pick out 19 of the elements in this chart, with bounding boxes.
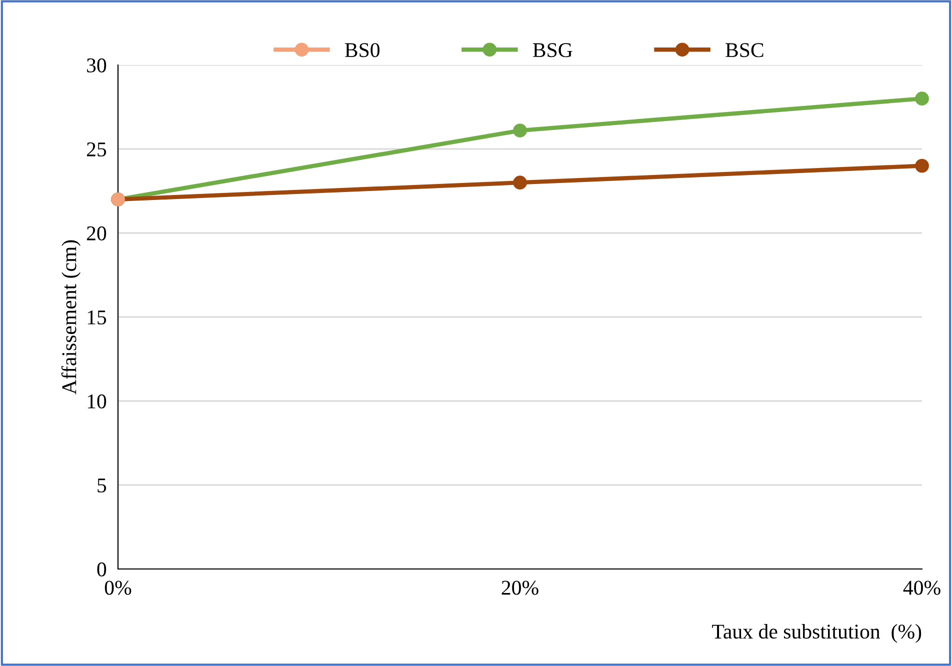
x-tick-label: 20% [502,580,538,595]
point [513,176,527,190]
y-tick-label: 30 [87,58,106,72]
x-tick-label: 0% [104,580,132,595]
y-tick-label: 20 [86,226,106,240]
x-axis-title: Taux de substitution (%) [712,624,922,643]
point [513,124,527,138]
y-tick-label: 10 [88,394,106,408]
legend-label: BSC [726,43,764,58]
legend-label: BSG [532,43,572,58]
point [915,158,929,173]
y-tick-label: 25 [86,142,106,156]
x-tick-label: 40% [903,580,940,595]
legend-label: BS0 [344,43,380,58]
y-axis-title: Affaissement (cm) [61,240,80,394]
point [915,92,929,106]
y-tick-label: 5 [98,478,106,492]
y-tick-label: 15 [88,310,106,324]
y-tick-label: 0 [97,562,106,576]
